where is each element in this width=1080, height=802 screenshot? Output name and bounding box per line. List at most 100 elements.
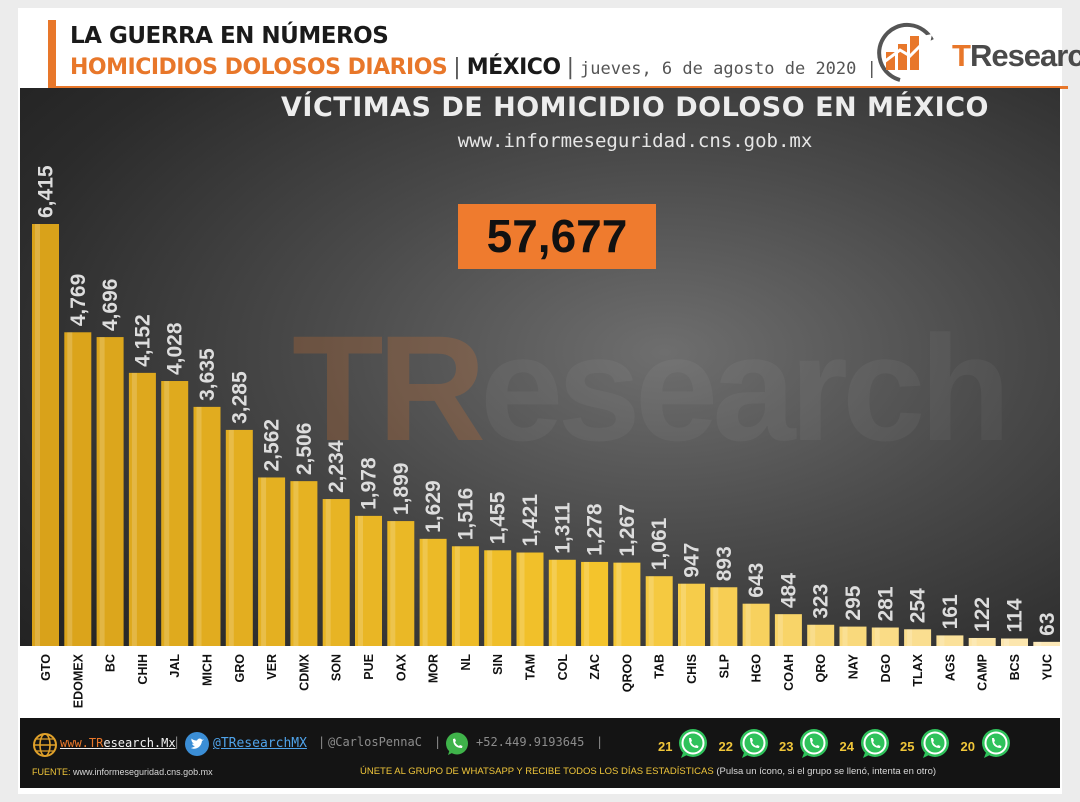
- whatsapp-group-number: 20: [960, 739, 975, 754]
- value-label: 3,285: [228, 371, 251, 424]
- bar-highlight: [907, 629, 913, 646]
- category-axis-band: [20, 646, 1060, 718]
- bar-highlight: [681, 583, 686, 646]
- footer-divider: |: [434, 735, 442, 749]
- bar-nl: [451, 546, 479, 646]
- category-label: GRO: [233, 654, 247, 683]
- whatsapp-icon[interactable]: [919, 728, 951, 760]
- value-label: 295: [842, 585, 865, 620]
- value-label: 643: [745, 563, 768, 598]
- value-label: 1,267: [616, 504, 639, 557]
- bar-highlight: [390, 521, 396, 646]
- whatsapp-icon[interactable]: [980, 728, 1012, 760]
- footer-source: FUENTE: www.informeseguridad.cns.gob.mx: [32, 767, 213, 777]
- bar-highlight: [358, 515, 363, 646]
- header-accent-bar: [48, 20, 56, 88]
- value-label: 2,506: [293, 423, 316, 476]
- header-subtitle: HOMICIDIOS DOLOSOS DIARIOS | MÉXICO | jueves…: [70, 55, 877, 80]
- bar-zac: [581, 561, 609, 646]
- value-label: 323: [810, 584, 833, 619]
- bar-highlight: [1036, 641, 1042, 646]
- bar-qroo: [613, 562, 641, 646]
- bar-mor: [419, 538, 447, 646]
- footer-divider: |: [318, 735, 326, 749]
- bar-highlight: [261, 477, 267, 646]
- category-label: HGO: [750, 654, 764, 683]
- tresearch-watermark: TResearch: [292, 304, 1011, 472]
- bar-highlight: [131, 372, 137, 646]
- header-topic: HOMICIDIOS DOLOSOS DIARIOS: [70, 55, 448, 80]
- category-label: CHIH: [136, 654, 150, 685]
- value-label: 893: [713, 546, 736, 581]
- footer-author-handle[interactable]: @CarlosPennaC: [328, 735, 422, 749]
- category-label: SON: [330, 654, 344, 681]
- category-label: SLP: [717, 654, 731, 678]
- tresearch-logo[interactable]: TResearch: [866, 20, 1080, 86]
- bar-jal: [161, 381, 189, 646]
- value-label: 2,234: [325, 440, 348, 493]
- value-label: 4,696: [99, 279, 122, 332]
- bar-highlight: [777, 614, 783, 646]
- bar-highlight: [35, 224, 40, 646]
- category-label: TLAX: [911, 653, 925, 686]
- whatsapp-icon[interactable]: [738, 728, 770, 760]
- bar-yuc: [1033, 641, 1060, 646]
- category-label: BC: [104, 654, 118, 672]
- whatsapp-icon[interactable]: [859, 728, 891, 760]
- bar-nay: [839, 626, 867, 646]
- bar-edomex: [64, 332, 92, 646]
- category-label: TAB: [653, 654, 667, 679]
- category-label: NAY: [847, 653, 861, 679]
- category-label: YUC: [1040, 654, 1054, 680]
- whatsapp-icon[interactable]: [677, 728, 709, 760]
- bar-gto: [32, 224, 59, 646]
- value-label: 2,562: [261, 419, 284, 472]
- value-label: 114: [1004, 598, 1027, 632]
- value-label: 4,769: [67, 274, 90, 327]
- bar-tlax: [904, 629, 932, 646]
- category-label: MICH: [201, 654, 215, 686]
- footer-twitter-link[interactable]: @TResearchMX: [213, 736, 307, 751]
- header-region: MÉXICO: [466, 55, 561, 80]
- bar-highlight: [422, 538, 428, 646]
- bar-highlight: [810, 624, 816, 646]
- footer-divider: |: [596, 735, 604, 749]
- whatsapp-icon: [446, 732, 468, 755]
- header-date: jueves, 6 de agosto de 2020 |: [580, 59, 877, 79]
- bar-highlight: [228, 429, 234, 646]
- chart-panel: TResearch VÍCTIMAS DE HOMICIDIO DOLOSO E…: [20, 88, 1060, 718]
- bar-bcs: [1001, 638, 1028, 646]
- bar-col: [548, 559, 576, 646]
- footer: www.TResearch.Mx | @TResearchMX | @Carlo…: [20, 718, 1060, 788]
- whatsapp-icon[interactable]: [798, 728, 830, 760]
- bar-highlight: [713, 587, 719, 646]
- bar-highlight: [99, 337, 105, 646]
- bar-highlight: [939, 635, 945, 646]
- category-label: BCS: [1008, 654, 1022, 680]
- bar-cdmx: [290, 481, 318, 646]
- category-label: AGS: [943, 654, 957, 681]
- bar-highlight: [842, 626, 848, 646]
- value-label: 1,421: [519, 494, 542, 547]
- footer-phone[interactable]: +52.449.9193645: [476, 735, 585, 749]
- header: LA GUERRA EN NÚMEROS HOMICIDIOS DOLOSOS …: [18, 8, 1080, 89]
- bar-bc: [96, 337, 124, 646]
- bar-highlight: [454, 546, 460, 646]
- value-label: 6,415: [35, 165, 58, 218]
- bar-gro: [225, 429, 253, 646]
- category-label: JAL: [168, 654, 182, 678]
- value-label: 63: [1036, 612, 1059, 635]
- value-label: 4,028: [164, 322, 187, 375]
- bar-highlight: [745, 603, 751, 646]
- bar-highlight: [196, 406, 202, 646]
- bar-camp: [968, 637, 996, 646]
- globe-icon: [33, 733, 57, 757]
- footer-whatsapp-cta: ÚNETE AL GRUPO DE WHATSAPP Y RECIBE TODO…: [360, 766, 937, 777]
- bar-highlight: [67, 332, 73, 646]
- footer-website-link[interactable]: www.TResearch.Mx: [60, 736, 176, 750]
- value-label: 254: [907, 588, 930, 623]
- category-label: GTO: [39, 654, 53, 681]
- bar-ver: [258, 477, 286, 646]
- category-label: COL: [556, 654, 570, 681]
- bar-highlight: [971, 637, 977, 646]
